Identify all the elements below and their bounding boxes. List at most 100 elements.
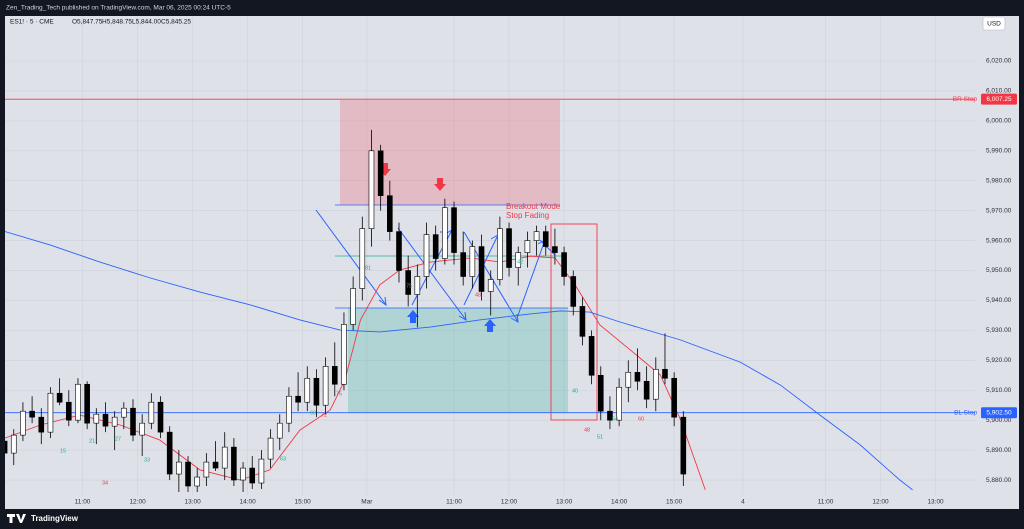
candle-body (84, 383, 90, 424)
candle-body (387, 195, 393, 232)
chart-background (5, 16, 1019, 509)
y-tick-label: 5,900.00 (986, 417, 1012, 424)
candle-body (634, 371, 641, 382)
candle-body (65, 401, 72, 421)
bar-count: 54 (612, 416, 618, 422)
candle-body (295, 395, 301, 403)
y-tick-label: 5,970.00 (986, 207, 1012, 214)
candle-body (286, 395, 292, 424)
bar-count: 63 (280, 456, 286, 462)
x-tick-label: Mar (361, 499, 373, 506)
currency[interactable]: USD (987, 21, 1001, 28)
y-tick-label: 6,010.00 (986, 88, 1012, 95)
x-tick-label: 12:00 (129, 499, 146, 506)
y-tick-label: 5,990.00 (986, 148, 1012, 155)
sell-arrow (434, 178, 446, 191)
x-tick-label: 14:00 (240, 499, 257, 506)
candle-body (561, 252, 567, 277)
candle-body (662, 368, 668, 379)
candle-body (616, 386, 622, 421)
candle-body (487, 279, 494, 292)
buy-arrow (484, 319, 496, 332)
drawings: Breakout Mode Stop Fading (315, 100, 598, 421)
axes: 5,880.00 5,890.00 5,900.00 5,910.00 5,920.00… (75, 58, 1017, 506)
y-tick-label: 5,980.00 (986, 177, 1012, 184)
level-name: BR Stop (953, 96, 978, 103)
candle-body (166, 431, 173, 475)
candle-body (20, 410, 26, 436)
logo (7, 514, 26, 523)
buy-arrow (407, 310, 419, 323)
candle-body (185, 461, 191, 487)
candle-body (460, 252, 466, 277)
bar-count: 34 (102, 480, 108, 486)
candle-body (240, 467, 246, 481)
candle-body (102, 413, 109, 427)
candle-body (93, 413, 100, 424)
bar-count: 60 (638, 416, 644, 422)
candle-body (542, 231, 549, 247)
x-tick-label: 13:00 (184, 499, 201, 506)
candle-body (130, 407, 136, 436)
candle-body (359, 228, 366, 289)
candle-body (157, 401, 164, 433)
candle-body (139, 422, 145, 436)
x-tick-label: 12:00 (501, 499, 518, 506)
moving-average (5, 255, 706, 491)
support-zone (348, 308, 568, 413)
candle-body (75, 383, 81, 421)
candle-body (313, 377, 320, 406)
candle-body (552, 246, 558, 253)
candle-body (341, 324, 347, 385)
candle-body (56, 392, 63, 403)
y-tick-label: 5,910.00 (986, 387, 1012, 394)
level-price: 6,007.25 (986, 96, 1012, 103)
x-tick-label: 11:00 (446, 499, 462, 506)
candle-body (29, 410, 35, 418)
bar-count: 40 (572, 388, 578, 394)
candle-body (212, 461, 219, 469)
candle-body (597, 374, 604, 412)
bar-count: 42 (517, 259, 523, 265)
x-tick-label: 11:00 (75, 499, 91, 506)
candle-body (276, 422, 283, 439)
bar-count: 21 (89, 438, 95, 444)
candle-body (515, 252, 522, 268)
candle-body (570, 276, 577, 307)
bar-count: 81 (365, 265, 371, 271)
candle-body (607, 410, 613, 421)
candle-body (643, 380, 650, 400)
bar-count: 15 (60, 448, 66, 454)
y-tick-label: 5,920.00 (986, 357, 1012, 364)
candle-body (423, 234, 430, 277)
candle-body (579, 306, 586, 337)
bar-count: 51 (597, 434, 603, 440)
candle-body (194, 476, 201, 487)
moving-average (5, 231, 913, 491)
y-tick-label: 5,950.00 (986, 267, 1012, 274)
candle-body (625, 371, 632, 388)
candle-body (249, 467, 256, 484)
y-tick-label: 6,000.00 (986, 118, 1012, 125)
currency-box[interactable] (982, 16, 1006, 31)
x-tick-label: 15:00 (666, 499, 683, 506)
brand: TradingView (31, 514, 79, 523)
candle-body (442, 207, 448, 259)
candle-body (258, 458, 265, 484)
x-tick-label: 15:00 (295, 499, 312, 506)
level-price-box (981, 407, 1017, 419)
bar-count: 69 (310, 410, 316, 416)
bar-count: 75 (406, 283, 412, 289)
y-tick-label: 5,960.00 (986, 237, 1012, 244)
x-tick-label: 13:00 (556, 499, 573, 506)
y-tick-label: 5,890.00 (986, 447, 1012, 454)
candle-body (47, 392, 54, 433)
publisher: Zen_Trading_Tech published on TradingVie… (6, 5, 231, 12)
ohlc-high: H5,848.75 (102, 19, 132, 26)
candle-body (478, 246, 485, 292)
candle-body (10, 434, 17, 454)
candle-body (653, 368, 659, 400)
candle-body (469, 246, 476, 277)
x-tick-label: 11:00 (818, 499, 834, 506)
